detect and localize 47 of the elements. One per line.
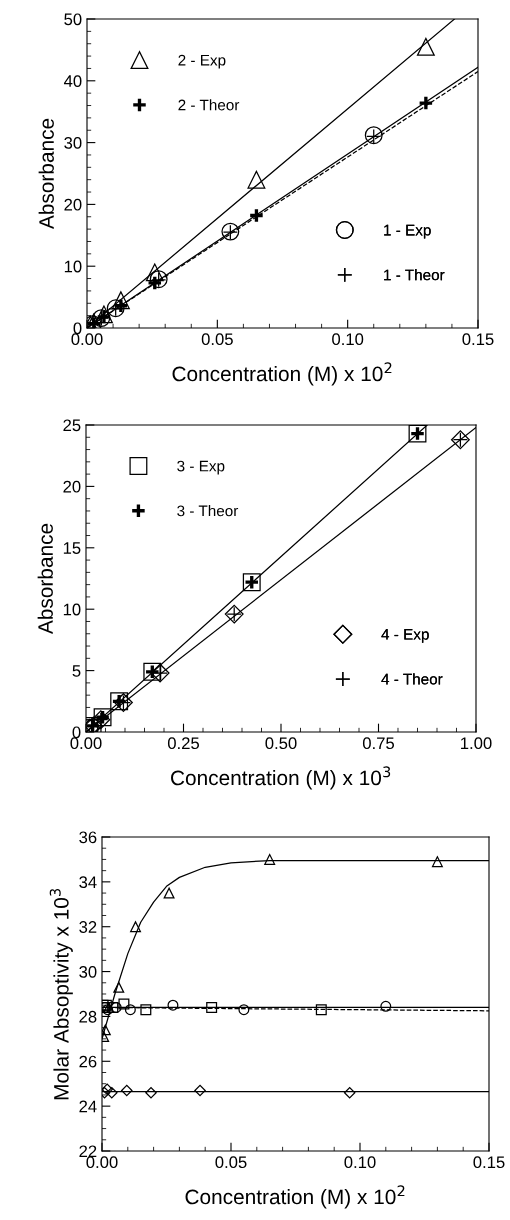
y-tick-label: 28 — [79, 1010, 97, 1023]
y-tick-label: 10 — [64, 260, 82, 273]
y-tick-label: 0 — [73, 322, 82, 335]
x-tick-label: 0.50 — [265, 737, 297, 750]
y-tick-label: 22 — [79, 1145, 97, 1158]
y-tick-label: 20 — [64, 198, 82, 211]
x-tick-label: 0.05 — [201, 333, 233, 346]
y-tick-label: 25 — [63, 419, 81, 432]
y-tick-label: 36 — [79, 831, 97, 844]
legend-label: 4 - Exp — [381, 629, 429, 643]
x-tick-label: 0.00 — [86, 1156, 118, 1169]
x-tick-label: 0.75 — [362, 737, 395, 750]
x-tick-label: 0.10 — [332, 333, 364, 346]
y-axis-title: Absorbance — [37, 523, 53, 635]
x-tick-label: 0.00 — [71, 333, 103, 346]
y-tick-label: 15 — [63, 542, 81, 554]
x-tick-label: 0.15 — [473, 1156, 505, 1169]
legend-label: 1 - Exp — [384, 224, 431, 239]
y-axis-title: Absorbance — [38, 118, 54, 230]
legend-label: 2 - Theor — [178, 99, 240, 111]
y-tick-label: 24 — [79, 1100, 97, 1113]
x-axis-title: Concentration (M) x 10$^{2}$ — [172, 362, 392, 386]
y-axis-title: Molar Absoptivity x 10$^{3}$ — [49, 888, 73, 1100]
x-axis-title: Concentration (M) x 10$^{2}$ — [185, 1185, 405, 1209]
x-tick-label: 0.05 — [215, 1156, 247, 1169]
y-tick-label: 34 — [79, 876, 97, 889]
y-tick-label: 0 — [72, 726, 81, 739]
y-tick-label: 30 — [79, 965, 97, 978]
x-tick-label: 0.25 — [167, 737, 200, 750]
y-tick-label: 26 — [79, 1055, 97, 1068]
x-tick-label: 0.00 — [70, 737, 102, 750]
legend-label: 3 - Exp — [177, 460, 225, 475]
x-axis-title: Concentration (M) x 10$^{3}$ — [171, 766, 391, 790]
x-tick-label: 1.00 — [461, 737, 492, 750]
y-tick-label: 20 — [63, 480, 81, 493]
legend-label: 1 - Theor — [384, 269, 445, 281]
y-tick-label: 10 — [63, 603, 81, 616]
x-tick-label: 0.15 — [462, 333, 494, 346]
legend-label: 4 - Theor — [381, 673, 443, 685]
legend-label: 3 - Theor — [177, 505, 239, 517]
y-tick-label: 30 — [64, 137, 82, 149]
y-tick-label: 5 — [72, 665, 81, 677]
y-tick-label: 32 — [79, 921, 97, 933]
x-tick-label: 0.10 — [344, 1156, 376, 1169]
y-tick-label: 40 — [63, 75, 82, 87]
legend-label: 2 - Exp — [178, 54, 226, 69]
y-tick-label: 50 — [64, 13, 82, 26]
